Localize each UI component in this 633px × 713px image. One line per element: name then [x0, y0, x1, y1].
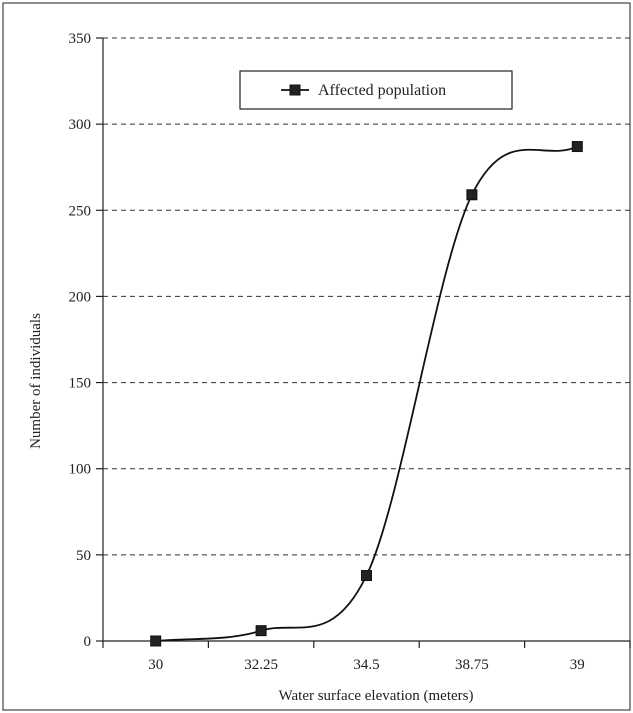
- legend-label: Affected population: [318, 82, 446, 99]
- y-tick-label: 200: [69, 289, 92, 305]
- x-tick-label: 30: [148, 657, 163, 673]
- data-point-marker: [255, 625, 267, 637]
- axes-layer: 0 50 100 150 200 250 300 350 30 32.25 34.5 38.75 39: [69, 31, 631, 673]
- y-tick-label: 150: [69, 376, 92, 392]
- y-tick-label: 250: [69, 203, 92, 219]
- x-axis-label: Water surface elevation (meters): [279, 688, 474, 704]
- y-tick-label: 100: [69, 462, 92, 478]
- y-tick-label: 50: [76, 548, 91, 564]
- y-axis-label: Number of individuals: [28, 313, 44, 449]
- y-tick-label: 350: [69, 31, 92, 47]
- x-tick-label: 32.25: [244, 657, 278, 673]
- legend: Affected population: [239, 70, 513, 110]
- curve-layer: [155, 145, 578, 642]
- data-point-marker: [571, 141, 583, 153]
- grid-layer: [103, 37, 630, 556]
- x-tick-label: 34.5: [353, 657, 379, 673]
- data-point-marker: [150, 635, 162, 647]
- marker-layer: [150, 141, 583, 647]
- y-tick-label: 300: [69, 117, 92, 133]
- y-tick-label: 0: [84, 634, 92, 650]
- x-tick-label: 39: [570, 657, 585, 673]
- data-point-marker: [466, 189, 478, 201]
- series-line-affected-population: [155, 145, 578, 642]
- x-tick-label: 38.75: [455, 657, 489, 673]
- legend-marker-swatch: [289, 84, 301, 96]
- data-point-marker: [361, 570, 372, 582]
